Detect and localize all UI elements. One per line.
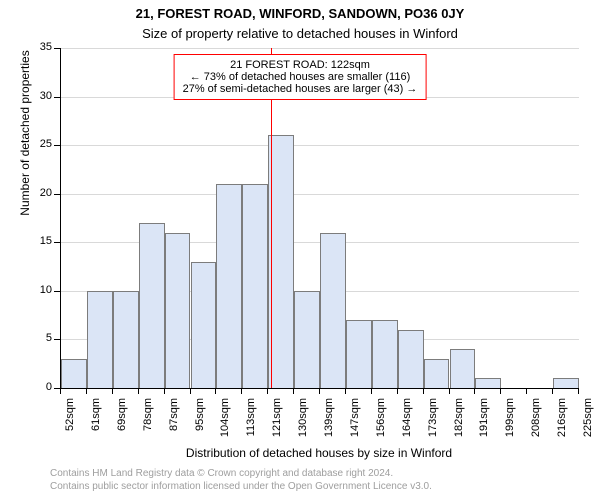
xtick-mark (526, 388, 527, 394)
xtick-label: 156sqm (375, 398, 387, 446)
ytick-mark (54, 291, 60, 292)
xtick-mark (241, 388, 242, 394)
histogram-bar (165, 233, 191, 388)
xtick-mark (190, 388, 191, 394)
ytick-label: 25 (30, 138, 52, 150)
xtick-mark (371, 388, 372, 394)
title-subtitle: Size of property relative to detached ho… (0, 26, 600, 41)
xtick-label: 130sqm (297, 398, 309, 446)
ytick-mark (54, 242, 60, 243)
xtick-mark (138, 388, 139, 394)
ytick-label: 5 (30, 332, 52, 344)
histogram-bar (61, 359, 87, 388)
xtick-mark (345, 388, 346, 394)
title-address: 21, FOREST ROAD, WINFORD, SANDOWN, PO36 … (0, 6, 600, 21)
xtick-mark (500, 388, 501, 394)
ytick-label: 30 (30, 90, 52, 102)
histogram-bar (268, 135, 294, 388)
ytick-mark (54, 339, 60, 340)
histogram-bar (372, 320, 398, 388)
xtick-label: 208sqm (530, 398, 542, 446)
xtick-label: 69sqm (116, 398, 128, 446)
x-axis-label: Distribution of detached houses by size … (60, 446, 578, 460)
ytick-mark (54, 97, 60, 98)
xtick-mark (215, 388, 216, 394)
histogram-bar (139, 223, 165, 388)
annotation-box: 21 FOREST ROAD: 122sqm ← 73% of detached… (174, 54, 427, 100)
xtick-label: 147sqm (349, 398, 361, 446)
histogram-bar (553, 378, 579, 388)
xtick-label: 191sqm (478, 398, 490, 446)
annotation-line-2: ← 73% of detached houses are smaller (11… (183, 71, 418, 83)
xtick-mark (164, 388, 165, 394)
histogram-bar (475, 378, 501, 388)
xtick-label: 164sqm (401, 398, 413, 446)
annotation-line-1: 21 FOREST ROAD: 122sqm (183, 59, 418, 71)
xtick-label: 199sqm (504, 398, 516, 446)
histogram-bar (242, 184, 268, 388)
xtick-mark (293, 388, 294, 394)
xtick-label: 104sqm (219, 398, 231, 446)
xtick-label: 87sqm (168, 398, 180, 446)
caption-line-1: Contains HM Land Registry data © Crown c… (0, 468, 600, 479)
ytick-mark (54, 194, 60, 195)
ytick-label: 35 (30, 41, 52, 53)
xtick-mark (423, 388, 424, 394)
xtick-label: 182sqm (453, 398, 465, 446)
xtick-label: 52sqm (64, 398, 76, 446)
xtick-label: 78sqm (142, 398, 154, 446)
histogram-bar (398, 330, 424, 388)
caption-line-2: Contains public sector information licen… (0, 481, 600, 492)
ytick-label: 10 (30, 284, 52, 296)
xtick-mark (578, 388, 579, 394)
xtick-label: 216sqm (556, 398, 568, 446)
histogram-bar (87, 291, 113, 388)
xtick-label: 139sqm (323, 398, 335, 446)
xtick-mark (319, 388, 320, 394)
histogram-bar (113, 291, 139, 388)
histogram-bar (320, 233, 346, 388)
histogram-bar (450, 349, 476, 388)
ytick-label: 15 (30, 235, 52, 247)
histogram-bar (216, 184, 242, 388)
xtick-mark (552, 388, 553, 394)
gridline (61, 48, 579, 49)
xtick-mark (112, 388, 113, 394)
gridline (61, 145, 579, 146)
xtick-label: 61sqm (90, 398, 102, 446)
histogram-bar (191, 262, 217, 388)
xtick-label: 113sqm (245, 398, 257, 446)
histogram-bar (294, 291, 320, 388)
histogram-bar (346, 320, 372, 388)
xtick-label: 173sqm (427, 398, 439, 446)
histogram-bar (424, 359, 450, 388)
ytick-mark (54, 48, 60, 49)
ytick-mark (54, 145, 60, 146)
gridline (61, 194, 579, 195)
xtick-label: 225sqm (582, 398, 594, 446)
annotation-line-3: 27% of semi-detached houses are larger (… (183, 83, 418, 95)
xtick-mark (267, 388, 268, 394)
xtick-mark (397, 388, 398, 394)
ytick-label: 0 (30, 381, 52, 393)
xtick-mark (60, 388, 61, 394)
xtick-mark (474, 388, 475, 394)
xtick-mark (449, 388, 450, 394)
xtick-mark (86, 388, 87, 394)
xtick-label: 121sqm (271, 398, 283, 446)
figure: 21, FOREST ROAD, WINFORD, SANDOWN, PO36 … (0, 0, 600, 500)
ytick-label: 20 (30, 187, 52, 199)
xtick-label: 95sqm (194, 398, 206, 446)
